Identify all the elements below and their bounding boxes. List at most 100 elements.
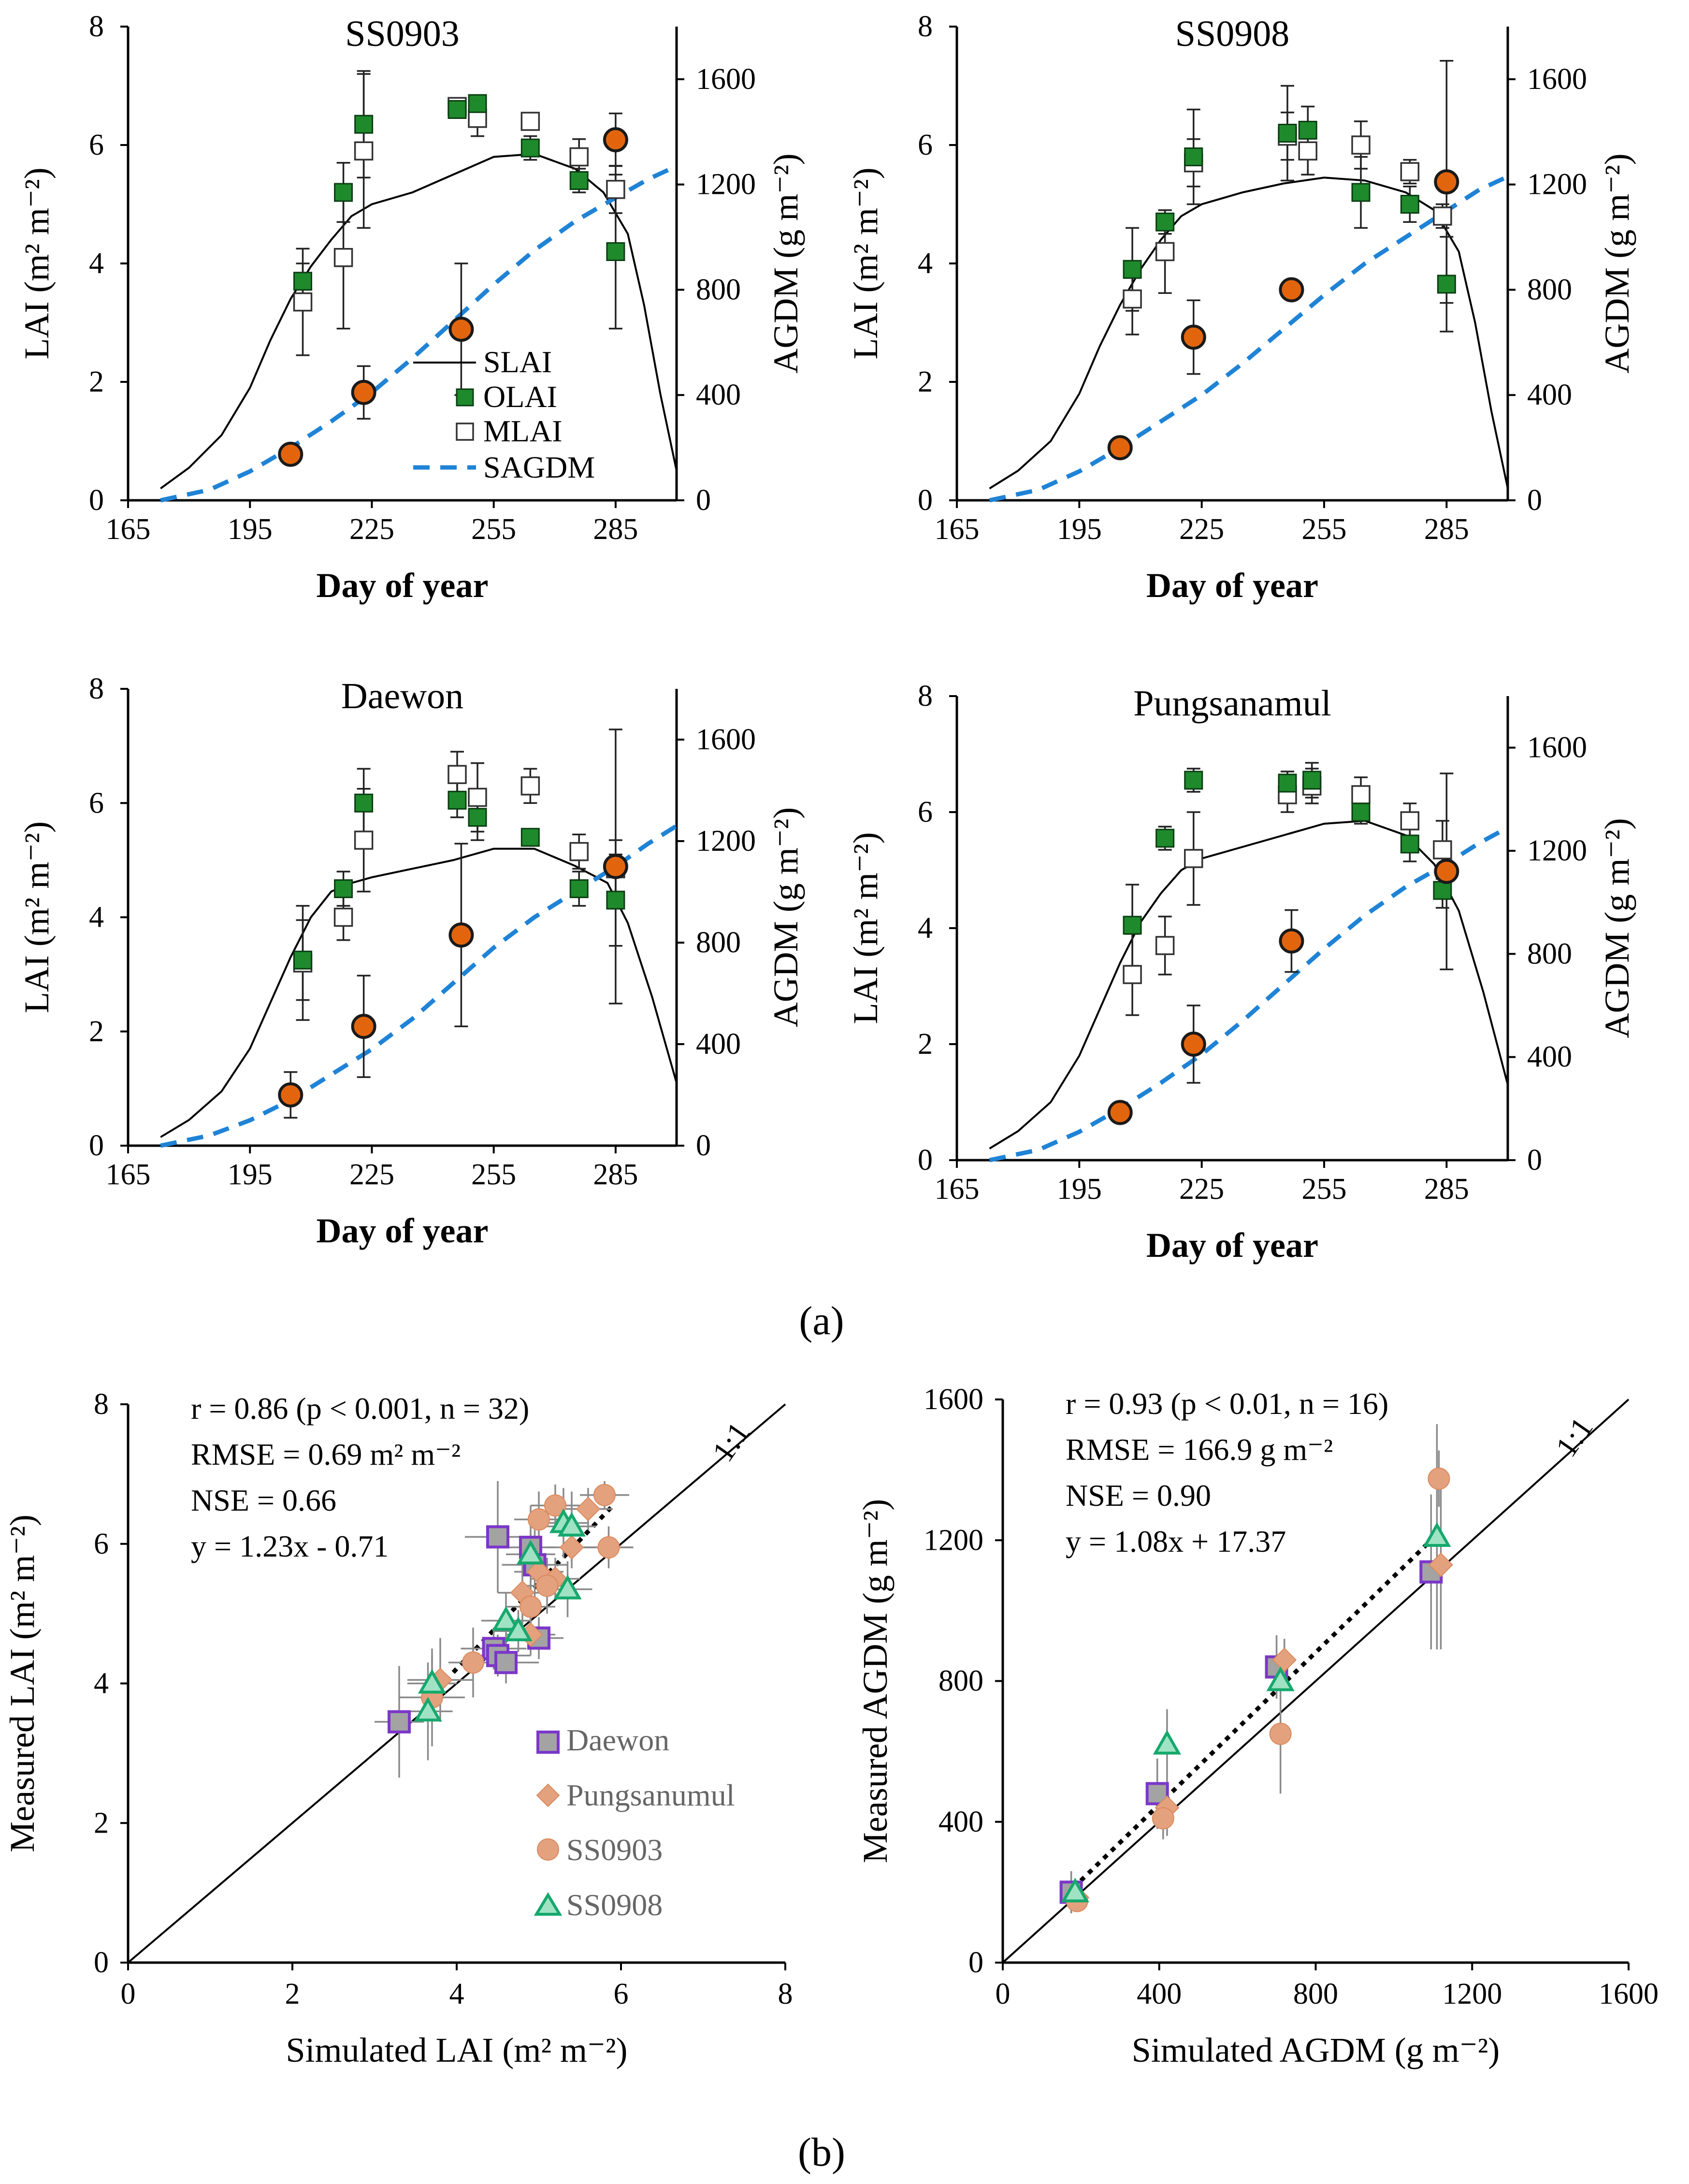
legend-ss0908-marker [534, 1892, 563, 1916]
mlai-point [606, 180, 625, 199]
y-left-tick-label: 4 [918, 912, 933, 945]
y-left-tick-label: 6 [89, 786, 104, 819]
olai-point [293, 950, 313, 970]
x-axis-title: Day of year [1146, 566, 1318, 605]
olai-point [569, 879, 589, 898]
point-ss0903 [520, 1595, 542, 1618]
y-right-tick-label: 0 [1527, 1144, 1542, 1177]
agdm-point [351, 1014, 376, 1039]
y-right-tick-label: 400 [696, 1028, 741, 1061]
point-ss0908 [1266, 1666, 1295, 1691]
y-right-tick-label: 1600 [696, 63, 756, 96]
point-daewon [486, 1525, 509, 1549]
olai-point [1437, 275, 1456, 294]
olai-point [1400, 195, 1419, 214]
sagdm-line [989, 175, 1509, 503]
legend-b: Daewon Pungsanumul SS0903 SS0908 [534, 1723, 735, 1922]
y-right-tick-label: 800 [696, 273, 741, 306]
mlai-point [1184, 849, 1203, 868]
panel-title: SS0908 [1175, 14, 1290, 54]
x-tick-label: 225 [1179, 513, 1224, 546]
mlai-point [1400, 162, 1420, 181]
y-right-tick-label: 800 [1527, 273, 1572, 306]
panel-daewon: 165 195 225 255 285 0 2 4 6 8 0 400 800 1200 1600 Daewo… [17, 672, 805, 1250]
legend-mlai-label: MLAI [483, 414, 563, 448]
x-tick-label: 2 [285, 1978, 300, 2010]
x-axis-title: Simulated AGDM (g m⁻²) [1132, 2031, 1500, 2069]
panel-ss0903: 165 195 225 255 285 0 2 4 6 8 0 400 800 1200 1600 SS090… [17, 10, 805, 605]
x-tick-label: 4 [449, 1978, 464, 2010]
mlai-point [1298, 141, 1317, 160]
y-tick-label: 2 [94, 1806, 109, 1839]
olai-point [606, 242, 625, 261]
y-right-tick-label: 1200 [696, 168, 756, 201]
agdm-point [448, 317, 474, 342]
mlai-point [354, 830, 374, 850]
point-ss0908 [414, 1697, 442, 1722]
y-right-tick-label: 1600 [696, 723, 756, 756]
y-left-tick-label: 4 [89, 247, 104, 280]
y-axis-right-title: AGDM (g m⁻²) [1598, 818, 1636, 1038]
olai-point [334, 183, 353, 202]
legend-ss0908-label: SS0908 [566, 1888, 663, 1922]
y-left-tick-label: 6 [89, 129, 104, 161]
stats-line4: y = 1.08x + 17.37 [1066, 1524, 1286, 1558]
y-right-tick-label: 0 [696, 1129, 711, 1162]
sagdm-line [160, 824, 678, 1148]
mlai-point [1351, 135, 1371, 155]
figure-label-b: (b) [798, 2130, 845, 2175]
y-tick-label: 1200 [924, 1524, 983, 1557]
olai-point [1298, 120, 1317, 140]
olai-point [1278, 124, 1297, 143]
x-tick-label: 195 [228, 1158, 273, 1191]
mlai-point [1400, 811, 1420, 830]
olai-point [1433, 881, 1452, 900]
x-tick-label: 165 [935, 1173, 980, 1206]
legend-olai-label: OLAI [483, 379, 557, 414]
x-tick-label: 165 [935, 513, 980, 546]
y-left-tick-label: 4 [89, 901, 104, 934]
agdm-point [1107, 435, 1133, 461]
x-tick-label: 1600 [1599, 1978, 1659, 2010]
y-axis-right-title: AGDM (g m⁻²) [766, 807, 805, 1028]
y-axis-title: Measured AGDM (g m⁻²) [856, 1499, 895, 1863]
y-left-tick-label: 2 [89, 365, 104, 398]
legend-a: SLAI OLAI MLAI SAGDM [413, 345, 595, 484]
y-right-tick-label: 1600 [1527, 63, 1587, 96]
y-tick-label: 8 [94, 1388, 109, 1421]
mlai-point [1433, 206, 1452, 226]
y-left-tick-label: 0 [918, 1144, 933, 1177]
x-axis-title: Day of year [317, 1211, 489, 1250]
agdm-point [1181, 1032, 1206, 1057]
y-axis-right-title: AGDM (g m⁻²) [766, 153, 805, 374]
y-right-tick-label: 0 [1527, 484, 1542, 517]
y-tick-label: 400 [938, 1805, 983, 1838]
legend-ss0903-label: SS0903 [566, 1833, 663, 1867]
y-left-tick-label: 2 [918, 1028, 933, 1061]
legend-pungsanamul-marker [536, 1783, 560, 1807]
x-tick-label: 285 [1424, 513, 1469, 546]
point-pungsanamul [1429, 1552, 1453, 1577]
olai-point [1123, 260, 1142, 279]
agdm-point [448, 922, 474, 948]
y-tick-label: 1600 [924, 1383, 983, 1416]
point-ss0903 [1269, 1722, 1292, 1745]
point-ss0908 [1061, 1878, 1089, 1903]
point-ss0903 [462, 1651, 484, 1674]
panel-title: SS0903 [345, 14, 460, 54]
legend-slai-label: SLAI [483, 345, 552, 379]
mlai-point [1433, 840, 1452, 859]
y-left-tick-label: 2 [918, 365, 933, 398]
mlai-point [520, 112, 540, 131]
x-axis-title: Day of year [1146, 1226, 1318, 1265]
olai-point [448, 790, 467, 810]
x-tick-label: 255 [471, 513, 516, 546]
stats-line3: NSE = 0.90 [1066, 1478, 1211, 1513]
olai-point [1184, 147, 1203, 166]
point-ss0908 [504, 1616, 533, 1642]
agdm-point [1434, 169, 1459, 195]
point-daewon [494, 1651, 518, 1674]
point-daewon [388, 1710, 411, 1733]
point-ss0908 [418, 1669, 447, 1694]
